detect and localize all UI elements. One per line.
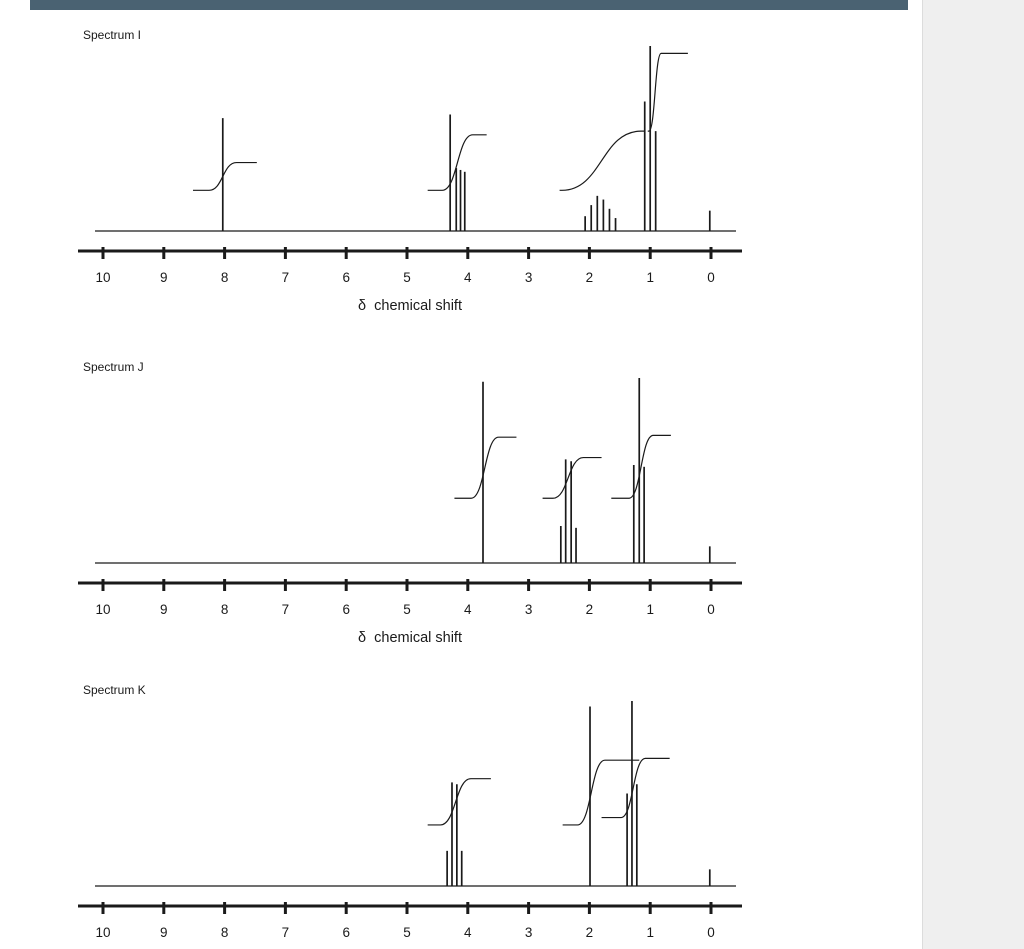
svg-text:3: 3	[525, 602, 533, 617]
svg-text:2: 2	[586, 602, 594, 617]
spectrum-i-plot: 10 9 8 7 6 5 4 3 2 1 0	[78, 46, 742, 285]
svg-text:7: 7	[282, 270, 290, 285]
svg-text:6: 6	[342, 602, 350, 617]
spectrum-i-block: Spectrum I 10 9 8 7 6 5 4 3 2 1 0 δ chemical shift	[0, 28, 760, 315]
svg-text:5: 5	[403, 602, 411, 617]
svg-text:8: 8	[221, 602, 229, 617]
svg-text:0: 0	[707, 270, 715, 285]
svg-text:4: 4	[464, 270, 472, 285]
svg-text:4: 4	[464, 925, 472, 940]
svg-text:2: 2	[586, 270, 594, 285]
svg-text:10: 10	[95, 270, 110, 285]
svg-text:10: 10	[95, 602, 110, 617]
svg-text:4: 4	[464, 602, 472, 617]
svg-text:1: 1	[646, 270, 654, 285]
svg-text:5: 5	[403, 925, 411, 940]
svg-text:10: 10	[95, 925, 110, 940]
side-panel	[922, 0, 1024, 949]
svg-text:8: 8	[221, 925, 229, 940]
svg-text:9: 9	[160, 925, 168, 940]
svg-text:7: 7	[282, 925, 290, 940]
spectrum-i-xaxis-label: δ chemical shift	[358, 298, 462, 314]
spectrum-j-plot: 10 9 8 7 6 5 4 3 2 1 0	[78, 378, 742, 617]
svg-text:9: 9	[160, 602, 168, 617]
svg-text:0: 0	[707, 602, 715, 617]
svg-text:9: 9	[160, 270, 168, 285]
svg-text:6: 6	[342, 270, 350, 285]
svg-text:3: 3	[525, 925, 533, 940]
svg-text:0: 0	[707, 925, 715, 940]
svg-text:7: 7	[282, 602, 290, 617]
svg-text:6: 6	[342, 925, 350, 940]
spectrum-k-plot: 10 9 8 7 6 5 4 3 2 1 0	[78, 701, 742, 940]
spectrum-k-block: Spectrum K 10 9 8 7 6 5 4 3 2 1 0	[0, 683, 760, 949]
spectrum-j-block: Spectrum J 10 9 8 7 6 5 4 3 2 1 0 δ chemical shift	[0, 360, 760, 647]
svg-text:1: 1	[646, 602, 654, 617]
spectrum-j-title: Spectrum J	[83, 360, 144, 374]
top-bar	[30, 0, 908, 10]
spectrum-j-xaxis-label: δ chemical shift	[358, 630, 462, 646]
spectrum-i-title: Spectrum I	[83, 28, 142, 42]
svg-text:8: 8	[221, 270, 229, 285]
svg-text:2: 2	[586, 925, 594, 940]
svg-text:1: 1	[646, 925, 654, 940]
svg-text:5: 5	[403, 270, 411, 285]
svg-text:3: 3	[525, 270, 533, 285]
document-content: Spectrum I 10 9 8 7 6 5 4 3 2 1 0 δ chemical shift…	[0, 10, 760, 949]
spectrum-k-title: Spectrum K	[83, 683, 146, 697]
